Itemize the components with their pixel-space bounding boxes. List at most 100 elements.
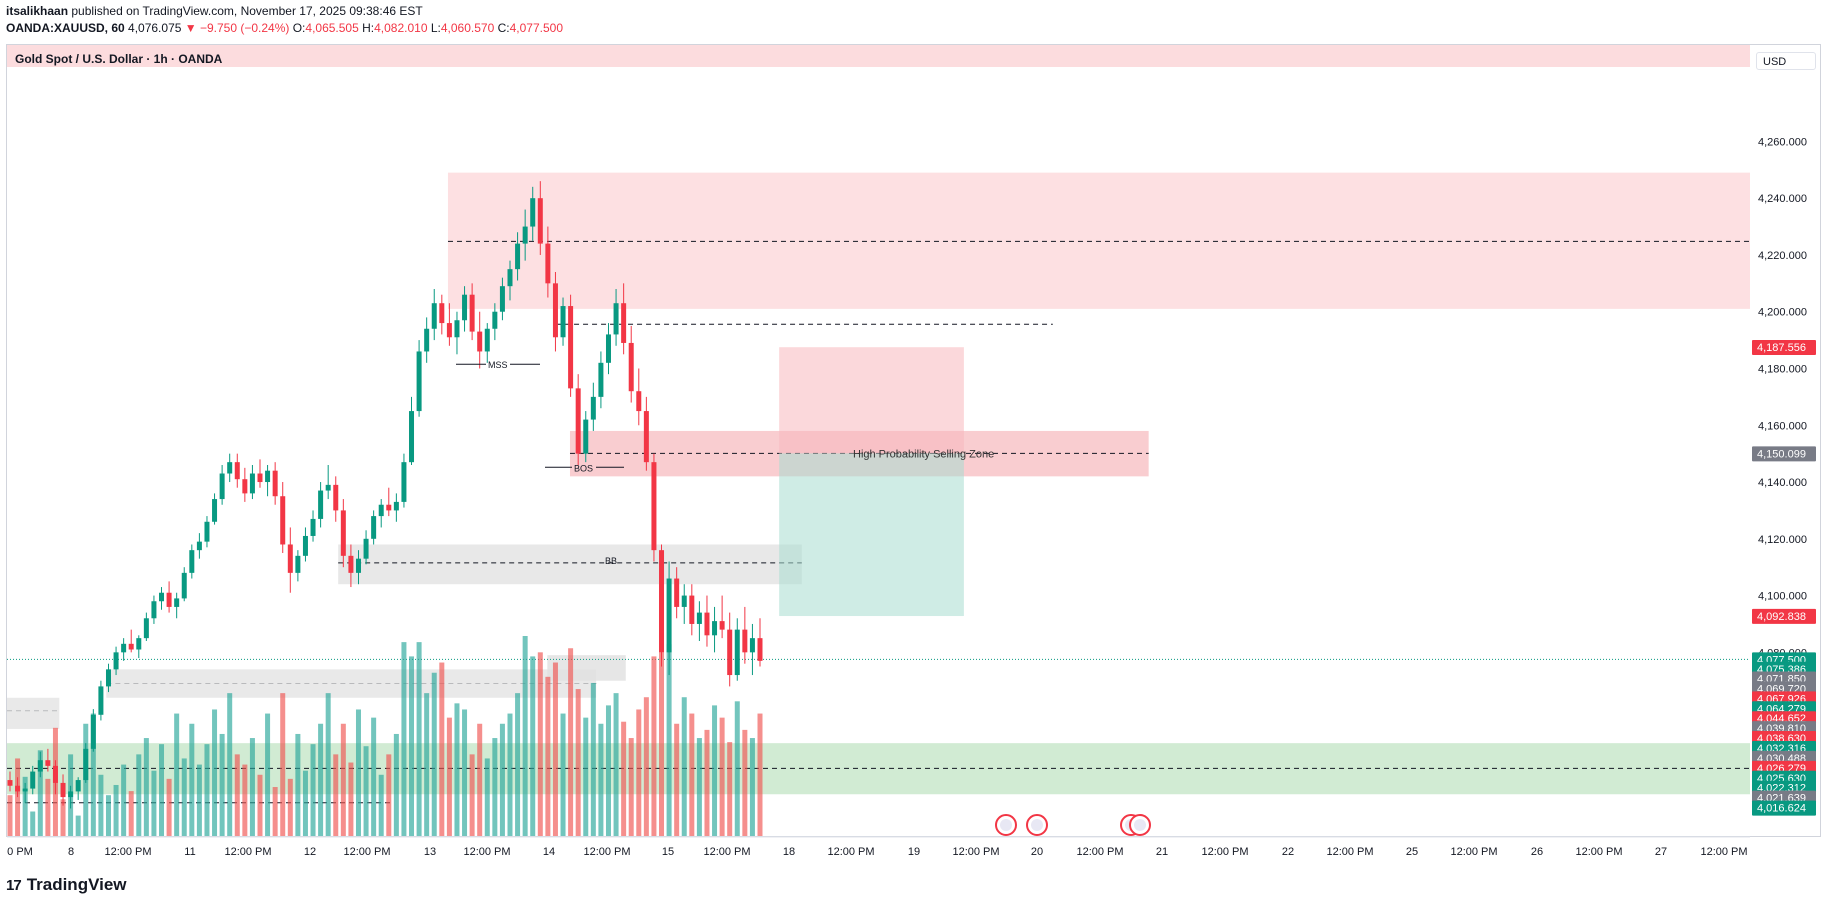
x-tick-label: 12:00 PM xyxy=(224,846,271,858)
position-risk-area xyxy=(779,347,964,454)
x-tick-label: 19 xyxy=(908,846,920,858)
candle-body xyxy=(60,782,66,798)
volume-bar xyxy=(469,754,475,836)
candle-body xyxy=(249,473,255,494)
candle-body xyxy=(605,334,611,363)
volume-bar xyxy=(492,738,498,836)
candle-body xyxy=(712,621,718,636)
volume-bar xyxy=(484,758,490,836)
x-tick-label: 25 xyxy=(1406,846,1418,858)
x-tick-label: 12:00 PM xyxy=(703,846,750,858)
candle-body xyxy=(166,592,172,607)
x-tick-label: 8 xyxy=(68,846,74,858)
publish-info: published on TradingView.com, November 1… xyxy=(71,4,423,18)
author-name[interactable]: itsalikhaan xyxy=(6,4,69,18)
candle-body xyxy=(492,311,498,329)
volume-bar xyxy=(393,733,399,836)
volume-bar xyxy=(674,723,680,836)
volume-bar xyxy=(22,776,28,836)
tradingview-brand[interactable]: 17 TradingView xyxy=(6,875,127,895)
support-box-left xyxy=(106,669,597,698)
volume-bar xyxy=(454,703,460,836)
chart-title: Gold Spot / U.S. Dollar · 1h · OANDA xyxy=(15,52,223,66)
bb-label: BB xyxy=(605,556,617,566)
candle-body xyxy=(98,686,104,715)
y-tick-label: 4,240.000 xyxy=(1758,193,1807,205)
volume-bar xyxy=(757,713,763,836)
bos-label: BOS xyxy=(574,463,593,473)
candle-body xyxy=(219,473,225,500)
high-label: H: xyxy=(362,21,375,35)
volume-bar xyxy=(659,652,665,836)
candle-body xyxy=(113,652,119,670)
candle-body xyxy=(674,578,680,607)
candle-body xyxy=(318,490,324,519)
candle-body xyxy=(302,535,308,556)
candle-body xyxy=(598,362,604,397)
support-box-far-left xyxy=(7,697,60,729)
volume-bar xyxy=(60,799,66,836)
open-value: 4,065.505 xyxy=(305,21,359,35)
volume-bar xyxy=(727,742,733,836)
volume-bar xyxy=(234,754,240,836)
volume-bar xyxy=(333,754,339,836)
candle-body xyxy=(757,638,763,661)
x-tick-label: 14 xyxy=(543,846,555,858)
candle-body xyxy=(659,550,665,653)
volume-bar xyxy=(37,750,43,836)
candle-body xyxy=(265,470,271,483)
price-badge-label: 4,150.099 xyxy=(1757,448,1806,460)
candle-body xyxy=(227,462,233,474)
candle-body xyxy=(242,479,248,494)
volume-bar xyxy=(98,774,104,836)
candle-body xyxy=(568,306,574,389)
volume-bar xyxy=(431,672,437,836)
x-tick-label: 0 PM xyxy=(7,846,33,858)
candle-body xyxy=(325,484,331,491)
candle-body xyxy=(52,765,58,783)
candle-body xyxy=(454,320,460,338)
x-tick-label: 12:00 PM xyxy=(463,846,510,858)
volume-bar xyxy=(355,709,361,836)
volume-bar xyxy=(605,705,611,836)
volume-bar xyxy=(462,709,468,836)
high-value: 4,082.010 xyxy=(374,21,428,35)
candle-body xyxy=(287,544,293,573)
volume-bar xyxy=(257,774,263,836)
volume-bar xyxy=(265,713,271,836)
candle-body xyxy=(196,541,202,551)
volume-bar xyxy=(568,648,574,836)
volume-bar xyxy=(272,787,278,836)
volume-bar xyxy=(378,774,384,836)
candle-body xyxy=(462,294,468,321)
candle-body xyxy=(742,629,748,653)
volume-bar xyxy=(560,713,566,836)
volume-bar xyxy=(318,723,324,836)
volume-bar xyxy=(371,717,377,836)
candle-body xyxy=(143,618,149,639)
x-tick-label: 12:00 PM xyxy=(1700,846,1747,858)
volume-bar xyxy=(105,795,111,836)
volume-bar xyxy=(598,723,604,836)
volume-bar xyxy=(363,746,369,836)
candle-body xyxy=(272,470,278,497)
volume-bar xyxy=(212,709,218,836)
candle-body xyxy=(621,303,627,343)
price-badge xyxy=(1752,800,1816,816)
candle-body xyxy=(416,351,422,412)
candle-body xyxy=(499,286,505,312)
volume-bar xyxy=(409,656,415,836)
candle-body xyxy=(189,550,195,573)
volume-bar xyxy=(7,795,13,836)
low-label: L: xyxy=(430,21,441,35)
y-tick-label: 4,160.000 xyxy=(1758,420,1807,432)
currency-selector[interactable]: USD xyxy=(1756,52,1816,70)
volume-bar xyxy=(287,778,293,836)
price-change: ▼ −9.750 (−0.24%) xyxy=(184,21,290,35)
candle-body xyxy=(636,391,642,412)
candle-body xyxy=(386,504,392,511)
candle-body xyxy=(310,518,316,536)
candle-body xyxy=(431,303,437,329)
candle-body xyxy=(583,419,589,454)
